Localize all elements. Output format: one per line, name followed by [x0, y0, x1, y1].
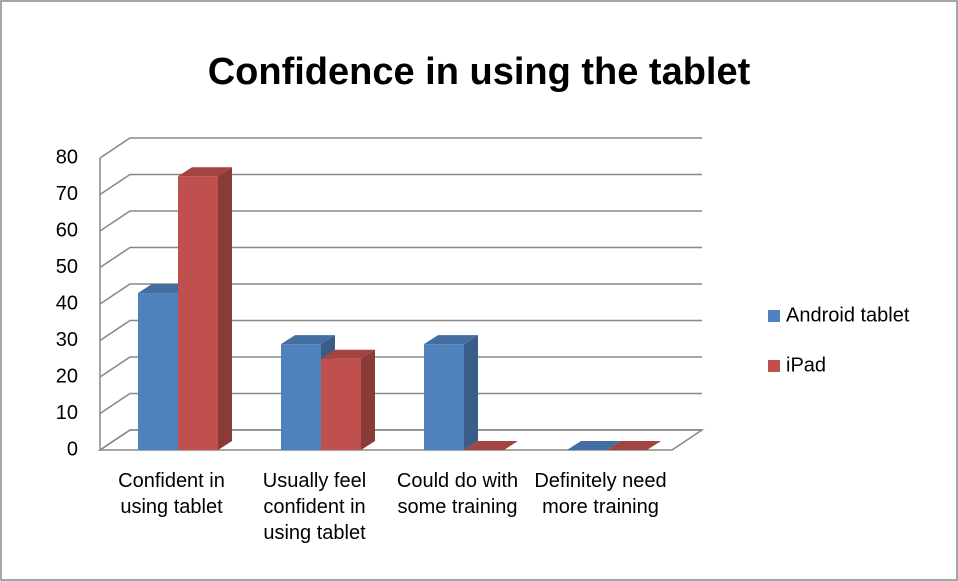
- chart-title: Confidence in using the tablet: [208, 51, 751, 93]
- grid-line: [99, 356, 702, 378]
- bar-front: [178, 176, 218, 450]
- bar-top: [281, 335, 335, 345]
- legend-swatch: [768, 360, 780, 372]
- bar-side: [464, 335, 478, 450]
- grid-line: [99, 429, 702, 451]
- bar-top: [321, 349, 375, 359]
- y-tick-label: 50: [56, 256, 78, 278]
- y-tick-label: 10: [56, 402, 78, 424]
- grid-line: [99, 246, 702, 269]
- y-tick-label: 60: [56, 219, 78, 241]
- legend-swatch: [768, 310, 780, 322]
- grid-line: [99, 173, 702, 196]
- legend-label: Android tablet: [786, 304, 910, 326]
- grid-line: [99, 137, 702, 159]
- x-tick-label: Confident in using tablet: [118, 470, 225, 518]
- bar-front: [138, 293, 178, 450]
- grid-line: [99, 283, 702, 305]
- bar-top: [464, 441, 518, 450]
- legend-label: iPad: [786, 354, 826, 376]
- y-tick-label: 40: [56, 292, 78, 314]
- bar-top: [567, 441, 621, 450]
- x-tick-label: Could do with some training: [396, 470, 519, 518]
- bar-top: [178, 167, 232, 177]
- y-tick-label: 0: [67, 438, 78, 460]
- x-tick-label: Usually feel confident in using tablet: [262, 470, 367, 544]
- x-tick-label: Definitely need more training: [534, 470, 667, 518]
- bar-top: [607, 441, 661, 450]
- y-tick-label: 70: [56, 183, 78, 205]
- grid-line: [99, 210, 702, 232]
- y-tick-label: 30: [56, 329, 78, 351]
- bar-front: [281, 344, 321, 450]
- bar-front: [424, 344, 464, 450]
- y-tick-label: 80: [56, 146, 78, 168]
- bar-top: [424, 335, 478, 345]
- bar-side: [218, 167, 232, 450]
- grid-line: [99, 392, 702, 415]
- bar-side: [361, 349, 375, 450]
- grid-line: [99, 319, 702, 342]
- bar-front: [321, 358, 361, 450]
- y-tick-label: 20: [56, 365, 78, 387]
